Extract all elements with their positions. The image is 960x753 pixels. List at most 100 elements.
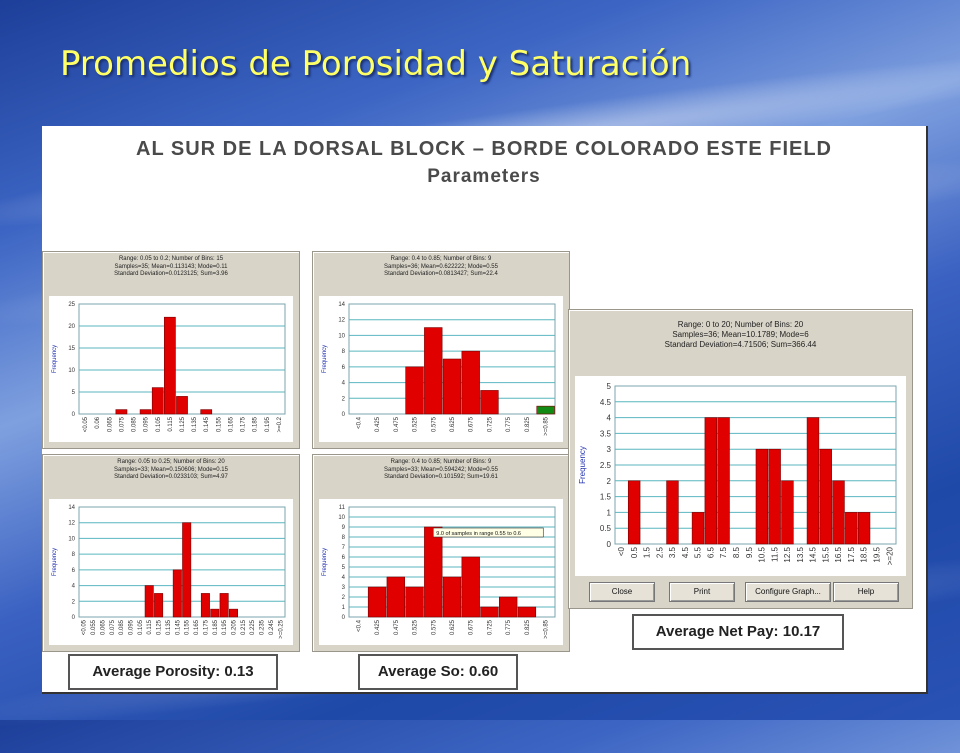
dialog-button-row: Close Print Configure Graph... Help <box>583 582 899 602</box>
stats-deviation: Standard Deviation=0.0123125; Sum=3.96 <box>114 271 228 277</box>
histogram-bar <box>627 480 641 545</box>
y-tick-label: 10 <box>338 333 345 339</box>
y-tick-label: 12 <box>68 521 75 527</box>
stats-samples: Samples=35; Mean=0.113143; Mode=0.11 <box>114 263 228 270</box>
close-button[interactable]: Close <box>589 582 655 602</box>
histogram-bar <box>480 390 499 415</box>
histogram-bar <box>164 316 176 415</box>
porosity-histogram-panel: Range: 0.05 to 0.2; Number of Bins: 15 S… <box>42 251 300 449</box>
x-tick-label: 0.135 <box>192 416 198 432</box>
y-tick-label: 10 <box>68 536 75 542</box>
histogram-bar <box>845 512 858 545</box>
stats-range: Range: 0.4 to 0.85; Number of Bins: 9 <box>390 256 492 262</box>
x-tick-label: 0.575 <box>431 619 437 635</box>
histogram-bar <box>200 409 213 415</box>
x-tick-label: 0.075 <box>119 416 125 432</box>
x-tick-label: 0.725 <box>487 619 493 635</box>
y-tick-label: 6 <box>342 555 346 561</box>
x-tick-label: 0.225 <box>250 619 256 635</box>
histogram-bar <box>151 387 164 415</box>
y-tick-label: 11 <box>339 505 346 511</box>
x-tick-label: 0.175 <box>241 416 247 432</box>
x-tick-label: 0.125 <box>157 619 163 635</box>
histogram-bar <box>176 396 188 415</box>
x-tick-label: 0.125 <box>180 416 186 432</box>
x-tick-label: 0.075 <box>110 619 116 635</box>
x-tick-label: 0.145 <box>175 619 181 635</box>
x-tick-label: 0.135 <box>166 619 172 635</box>
x-tick-label: 13.5 <box>796 546 805 562</box>
average-netpay-text: Average Net Pay: 10.17 <box>655 623 821 640</box>
x-tick-label: 0.825 <box>525 619 531 635</box>
x-tick-label: <0.05 <box>82 619 88 635</box>
histogram-bar <box>172 569 182 618</box>
figure-image: AL SUR DE LA DORSAL BLOCK – BORDE COLORA… <box>42 126 928 694</box>
y-tick-label: 4 <box>342 381 346 387</box>
average-porosity-text: Average Porosity: 0.13 <box>92 663 254 680</box>
histogram-chart: 0 2 4 6 8 10 12 14 Frequency <0.4 0.425 0.475 0.525 0… <box>322 302 556 436</box>
histogram-plot: 0 2 4 6 8 10 12 14 Frequency <0.05 0.055 0.065 0.075… <box>49 499 293 645</box>
histogram-bar <box>832 480 845 545</box>
help-button[interactable]: Help <box>833 582 899 602</box>
y-axis-label: Frequency <box>578 446 587 484</box>
y-tick-label: 3 <box>607 445 612 454</box>
x-tick-label: 0.115 <box>168 416 174 431</box>
print-button[interactable]: Print <box>669 582 735 602</box>
x-tick-label: >=0.85 <box>544 416 550 435</box>
y-tick-label: 5 <box>607 382 612 391</box>
histogram-stats: Range: 0.05 to 0.25; Number of Bins: 20 … <box>43 459 299 482</box>
x-tick-label: <0.05 <box>83 416 89 432</box>
stats-deviation: Standard Deviation=4.71506; Sum=366.44 <box>664 340 817 349</box>
histogram-chart: 0 5 10 15 20 25 Frequency <0.05 0.06 0.065 0.075 0.… <box>52 302 286 432</box>
y-tick-label: 9 <box>342 525 346 531</box>
x-tick-label: 0.095 <box>129 619 135 635</box>
histogram-chart: 0 1 2 3 4 5 6 7 8 9 10 11 Frequency <0.4 0.425 0.475 0.5… <box>322 505 556 639</box>
x-tick-label: 0.165 <box>228 416 234 432</box>
y-tick-label: 2 <box>342 595 346 601</box>
stats-deviation: Standard Deviation=0.101592; Sum=19.61 <box>384 474 498 480</box>
x-tick-label: >=0.85 <box>544 619 550 638</box>
x-tick-label: 7.5 <box>719 546 728 558</box>
x-tick-label: 0.775 <box>506 619 512 635</box>
histogram-bar <box>717 417 730 545</box>
x-tick-label: 0.185 <box>213 619 219 635</box>
x-tick-label: 0.155 <box>216 416 222 432</box>
x-tick-label: 0.085 <box>119 619 125 635</box>
x-tick-label: 19.5 <box>873 546 882 562</box>
stats-deviation: Standard Deviation=0.0233103; Sum=4.97 <box>114 474 228 480</box>
x-tick-label: 0.475 <box>394 416 400 432</box>
x-tick-label: 0.105 <box>156 416 162 432</box>
histogram-bar <box>442 576 462 618</box>
y-tick-label: 2 <box>72 599 76 605</box>
x-tick-label: 0.085 <box>132 416 138 432</box>
x-tick-label: 0.725 <box>487 416 493 432</box>
y-tick-label: 1 <box>607 508 612 517</box>
figure-subtitle: Parameters <box>427 166 541 187</box>
histogram-bar <box>386 576 405 618</box>
x-tick-label: 0.145 <box>204 416 210 432</box>
histogram-stats: Range: 0 to 20; Number of Bins: 20 Sampl… <box>569 320 912 350</box>
plot-frame <box>614 385 897 545</box>
histogram-stats: Range: 0.4 to 0.85; Number of Bins: 9 Sa… <box>313 459 569 482</box>
y-tick-label: 3.5 <box>600 429 612 438</box>
average-so-box: Average So: 0.60 <box>358 654 518 690</box>
x-tick-label: 0.675 <box>469 619 475 635</box>
y-tick-label: 8 <box>342 535 346 541</box>
y-tick-label: 8 <box>72 552 76 558</box>
x-tick-label: <0.4 <box>356 619 362 632</box>
stats-samples: Samples=36; Mean=0.622222; Mode=0.55 <box>384 263 498 270</box>
y-axis-label: Frequency <box>52 548 58 576</box>
histogram-bar <box>424 327 443 415</box>
histogram-bar <box>442 358 462 415</box>
x-tick-label: 1.5 <box>643 546 652 558</box>
x-tick-label: 0.195 <box>222 619 228 635</box>
x-tick-label: 0.825 <box>525 416 531 432</box>
histogram-plot: 0 2 4 6 8 10 12 14 Frequency <0.4 0.425 0.475 0.525 0… <box>319 296 563 442</box>
histogram-bar <box>229 608 238 618</box>
x-tick-label: 0.115 <box>147 619 153 634</box>
configure-graph-button[interactable]: Configure Graph... <box>745 582 831 602</box>
x-tick-label: 0.155 <box>185 619 191 635</box>
stats-samples: Samples=36; Mean=10.1789; Mode=6 <box>672 330 809 339</box>
histogram-bar <box>806 417 820 545</box>
